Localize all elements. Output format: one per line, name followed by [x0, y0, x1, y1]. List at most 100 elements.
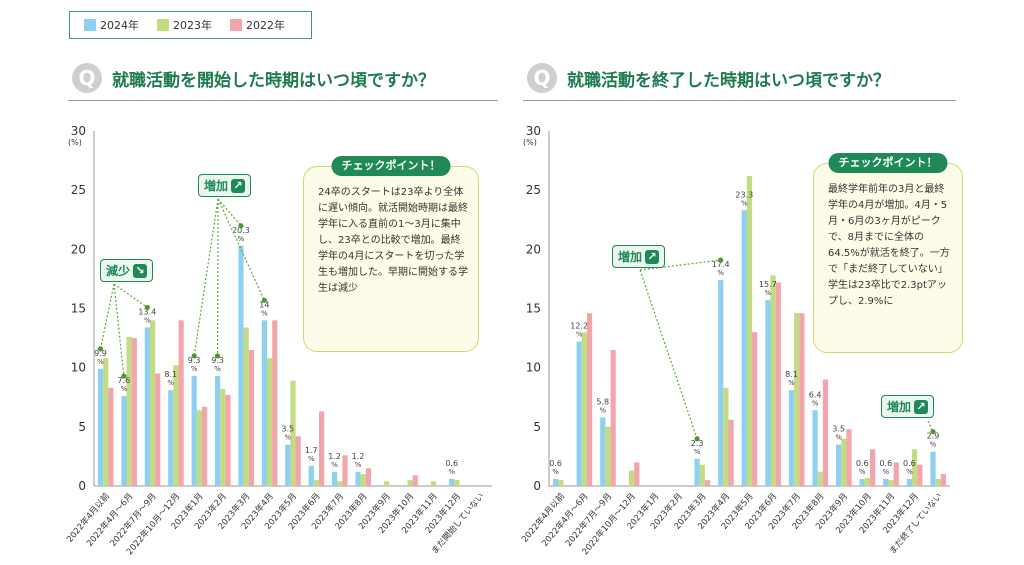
bar-2022年-10 — [342, 455, 348, 486]
data-label-unit: % — [694, 448, 701, 456]
bar-2024年-2 — [144, 327, 150, 486]
bar-2023年-15 — [454, 480, 460, 486]
bar-2022年-1 — [586, 313, 593, 486]
bar-2023年-6 — [243, 327, 249, 486]
bar-2022年-5 — [225, 394, 231, 486]
bar-2023年-9 — [313, 480, 320, 486]
bar-2024年-5 — [214, 375, 221, 486]
checkpoint-title-start: チェックポイント！ — [331, 156, 451, 176]
data-label: 20.3 — [232, 226, 250, 235]
data-label-unit: % — [214, 365, 221, 373]
question-divider-end — [523, 100, 956, 101]
annotation-leader-line — [113, 283, 148, 308]
bar-2022年-14 — [893, 462, 899, 486]
bar-2023年-14 — [888, 480, 894, 486]
bar-2023年-7 — [723, 387, 729, 486]
bar-2024年-14 — [883, 478, 889, 486]
bar-2024年-15 — [449, 478, 455, 486]
legend-label-2023: 2023年 — [173, 19, 212, 32]
data-label-unit: % — [191, 365, 198, 373]
data-label-unit: % — [765, 289, 772, 297]
legend-swatch-2023 — [157, 19, 169, 31]
bar-2022年-3 — [634, 462, 640, 486]
data-label: 14 — [259, 300, 269, 309]
data-label-unit: % — [238, 235, 245, 243]
y-tick-label: 30 — [71, 124, 86, 138]
bar-2023年-7 — [266, 358, 273, 486]
bar-2023年-12 — [841, 438, 847, 486]
annotation-leader-line — [217, 198, 242, 227]
annotation-leader-line — [217, 198, 265, 301]
data-label: 1.2 — [328, 452, 341, 461]
data-label: 9.9 — [94, 349, 107, 358]
bar-2023年-3 — [173, 365, 179, 486]
bar-2022年-11 — [822, 379, 829, 486]
bar-2022年-15 — [917, 464, 923, 486]
data-label-unit: % — [859, 468, 866, 476]
data-label: 9.3 — [188, 356, 201, 365]
data-label: 0.6 — [903, 459, 916, 468]
data-label: 9.3 — [211, 356, 224, 365]
question-header-start: Q 就職活動を開始した時期はいつ頃ですか？ — [72, 58, 435, 98]
data-label-unit: % — [144, 316, 151, 324]
annotation-point — [144, 304, 150, 311]
data-label: 3.5 — [281, 425, 294, 434]
y-tick-label: 15 — [71, 302, 86, 316]
data-label: 8.1 — [164, 370, 177, 379]
annotation-leader-line — [99, 283, 115, 349]
question-divider-start — [68, 100, 498, 101]
bar-2023年-13 — [864, 477, 871, 486]
bar-2024年-7 — [261, 320, 267, 486]
data-label-unit: % — [261, 309, 268, 317]
badge-increase-start: 増加 ↗ — [198, 174, 252, 197]
legend-item-2023: 2023年 — [157, 17, 212, 33]
bar-2022年-10 — [799, 313, 805, 486]
data-label-unit: % — [812, 399, 819, 407]
bar-2022年-1 — [131, 338, 137, 486]
data-label: 5.8 — [596, 397, 609, 406]
question-header-end: Q 就職活動を終了した時期はいつ頃ですか？ — [527, 58, 890, 98]
bar-2024年-6 — [238, 245, 244, 486]
bar-2024年-1 — [121, 396, 127, 486]
bar-2023年-13 — [407, 480, 413, 486]
bar-2022年-7 — [272, 320, 278, 486]
legend-item-2022: 2022年 — [230, 17, 285, 33]
bar-2023年-9 — [770, 275, 776, 486]
annotation-point — [261, 297, 267, 303]
bar-2024年-13 — [859, 478, 865, 486]
annotation-point — [97, 346, 104, 352]
data-label: 2.3 — [691, 439, 704, 448]
question-title-end: 就職活動を終了した時期はいつ頃ですか？ — [567, 70, 890, 91]
data-label: 0.6 — [445, 459, 458, 468]
annotation-leader-line — [639, 269, 698, 439]
checkpoint-text-end: 最終学年前年の3月と最終学年の4月が増加。4月・5月・6月の3ヶ月がピークで、8… — [828, 184, 950, 307]
data-label: 1.2 — [352, 452, 365, 461]
bar-2022年-6 — [704, 480, 711, 486]
arrow-up-icon: ↗ — [231, 178, 246, 193]
badge-increase-start-label: 増加 — [204, 179, 229, 193]
data-label-unit: % — [331, 461, 338, 469]
y-tick-label: 10 — [71, 361, 86, 375]
bar-2022年-0 — [108, 387, 114, 486]
bar-2024年-9 — [765, 300, 771, 486]
bar-2024年-10 — [332, 471, 338, 486]
data-label-unit: % — [835, 434, 842, 442]
y-tick-label: 20 — [71, 242, 86, 256]
bar-2022年-8 — [295, 436, 301, 486]
data-label-unit: % — [97, 358, 104, 366]
y-tick-label: 20 — [526, 242, 541, 256]
data-label-unit: % — [308, 455, 315, 463]
bar-2023年-15 — [912, 449, 918, 486]
bar-2023年-5 — [220, 388, 226, 486]
bar-2024年-16 — [930, 451, 936, 486]
bar-2023年-11 — [817, 471, 823, 486]
q-mark-icon: Q — [527, 63, 557, 93]
bar-2023年-10 — [337, 481, 343, 486]
data-label-unit: % — [576, 331, 583, 339]
y-tick-label: 15 — [526, 302, 541, 316]
y-tick-label: 5 — [533, 420, 541, 434]
data-label-unit: % — [599, 406, 606, 414]
bar-2023年-0 — [558, 480, 564, 486]
legend-swatch-2024 — [84, 19, 96, 31]
data-label-unit: % — [788, 379, 795, 387]
